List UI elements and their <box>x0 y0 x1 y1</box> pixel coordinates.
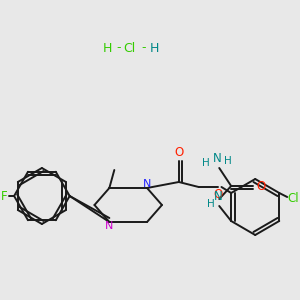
Text: H: H <box>103 41 112 55</box>
Text: O: O <box>256 179 266 193</box>
Text: -: - <box>116 41 121 55</box>
Text: H: H <box>202 158 210 168</box>
Text: N: N <box>214 190 223 203</box>
Text: O: O <box>174 146 183 158</box>
Text: Cl: Cl <box>123 41 135 55</box>
Text: N: N <box>213 152 222 164</box>
Text: O: O <box>214 188 223 202</box>
Text: H: H <box>149 41 159 55</box>
Text: N: N <box>143 179 151 189</box>
Text: N: N <box>105 221 113 231</box>
Text: Cl: Cl <box>287 191 299 205</box>
Text: H: H <box>207 199 215 209</box>
Text: H: H <box>224 156 232 166</box>
Text: F: F <box>1 190 8 202</box>
Text: -: - <box>142 41 146 55</box>
